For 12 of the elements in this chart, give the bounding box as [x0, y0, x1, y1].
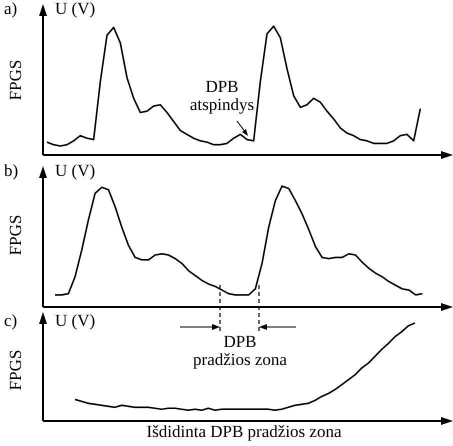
annotation: U (V) [55, 311, 96, 330]
y-axis-title: FPGS [6, 58, 25, 102]
text: U (V) [55, 161, 96, 180]
annotation: DPB pradžios zona [192, 332, 288, 369]
annotation: DPB atspindys [188, 77, 256, 114]
chart-title: b) [4, 161, 18, 180]
text: U (V) [55, 0, 96, 18]
chart-title: c) [4, 311, 18, 330]
x-axis-title: Išdidinta DPB pradžios zona [146, 422, 342, 441]
chart-title: a) [4, 0, 18, 18]
y-axis-title: FPGS [6, 348, 25, 392]
y-axis-title: FPGS [6, 214, 25, 258]
